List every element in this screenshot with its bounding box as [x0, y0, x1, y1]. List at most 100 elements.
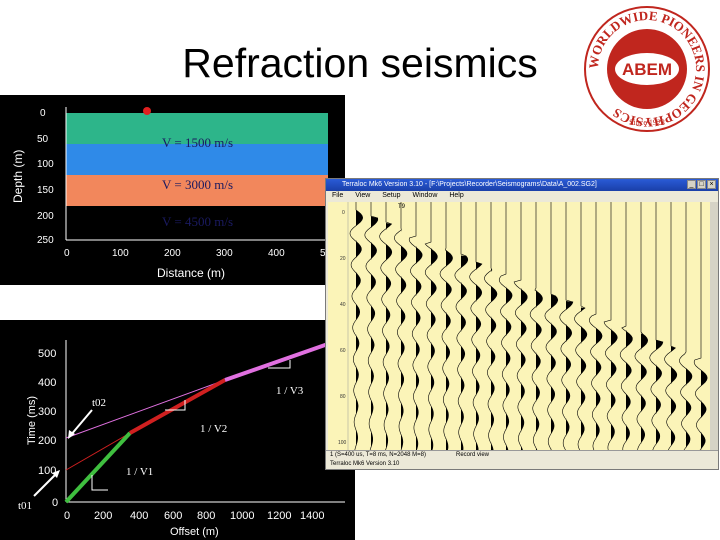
trace-line	[349, 202, 364, 451]
trace-line	[559, 202, 574, 451]
refraction-2-branch	[129, 378, 226, 435]
menu-file[interactable]: File	[332, 192, 344, 199]
seismogram-traces[interactable]: T9 0 20 40 60 80 100	[328, 202, 716, 451]
layer-3-label: V = 4500 m/s	[162, 214, 233, 229]
model-xtick-4: 400	[268, 248, 285, 259]
seis-ytick-5: 100	[338, 440, 347, 446]
trace-line	[484, 202, 498, 451]
layer-2-rect	[66, 144, 328, 175]
trace-line	[634, 202, 649, 451]
minimize-button[interactable]: _	[687, 180, 696, 189]
trace-fill	[551, 294, 558, 451]
refraction-3-extension	[65, 379, 226, 439]
trace-line	[664, 202, 678, 451]
slope-triangle-v2	[165, 400, 186, 411]
tt-xtick-5: 1000	[230, 510, 254, 522]
trace-line	[498, 202, 513, 451]
model-ytick-2: 100	[37, 159, 54, 170]
trace-fill	[491, 268, 497, 451]
seis-ytick-2: 40	[340, 302, 346, 308]
tt-ytick-1: 100	[38, 465, 56, 477]
trace-fill	[386, 223, 392, 451]
model-ytick-1: 50	[37, 134, 49, 145]
seismogram-window[interactable]: Terraloc Mk6 Version 3.10 - [F:\Projects…	[325, 178, 719, 470]
trace-line	[364, 202, 379, 451]
trace-line	[619, 202, 633, 450]
tt-ytick-0: 0	[52, 497, 58, 509]
trace-fill	[641, 333, 648, 451]
slope-triangle-v3	[268, 360, 291, 369]
maximize-button[interactable]: □	[697, 180, 706, 189]
tt-xtick-0: 0	[64, 510, 70, 522]
trace-line	[693, 202, 708, 451]
model-xtick-1: 100	[112, 248, 129, 259]
model-ylabel: Depth (m)	[11, 150, 25, 203]
menu-window[interactable]: Window	[412, 192, 438, 199]
tt-ytick-3: 300	[38, 406, 56, 418]
trace-line	[544, 202, 559, 451]
menu-bar: File View Setup Window Help	[326, 191, 718, 201]
seis-ytick-0: 0	[342, 210, 345, 216]
slope-triangle-v1	[91, 475, 108, 491]
label-v3: 1 / V3	[276, 385, 304, 397]
model-xtick-3: 300	[216, 248, 233, 259]
tt-xtick-2: 400	[130, 510, 148, 522]
label-t01: t01	[18, 500, 32, 512]
model-xtick-2: 200	[164, 248, 181, 259]
window-title-bar[interactable]: Terraloc Mk6 Version 3.10 - [F:\Projects…	[326, 179, 718, 191]
logo-since-text: Since 1923	[629, 118, 665, 127]
layer-3-rect	[66, 175, 328, 206]
label-v1: 1 / V1	[126, 466, 153, 478]
trace-line	[394, 202, 408, 451]
trace-fill	[431, 242, 438, 451]
menu-help[interactable]: Help	[449, 192, 464, 199]
seis-ytick-3: 60	[340, 348, 346, 354]
tt-ytick-2: 200	[38, 435, 56, 447]
tt-ytick-5: 500	[38, 348, 56, 360]
abem-logo: WORLDWIDE PIONEERS IN GEOPHYSICS ABEM Si…	[584, 6, 710, 132]
model-ytick-5: 250	[37, 235, 54, 246]
velocity-model-panel: V = 1500 m/s V = 3000 m/s V = 4500 m/s 0…	[0, 95, 345, 285]
seis-ytick-1: 20	[340, 256, 346, 262]
model-xlabel: Distance (m)	[157, 266, 225, 280]
trace-fill	[521, 281, 528, 451]
vertical-scrollbar[interactable]	[710, 202, 718, 451]
tt-xtick-4: 800	[197, 510, 215, 522]
trace-fill	[626, 327, 633, 451]
trace-line	[439, 202, 453, 451]
trace-line	[454, 202, 469, 451]
trace-line	[603, 202, 618, 451]
trace-line	[574, 202, 588, 451]
model-xtick-0: 0	[64, 248, 70, 259]
layer-1-label: V = 1500 m/s	[162, 135, 233, 150]
tt-xtick-6: 1200	[267, 510, 291, 522]
layer-1-rect	[66, 113, 328, 144]
status-bottom: Terraloc Mk6 Version 3.10	[330, 461, 400, 467]
trace-fill	[671, 346, 677, 451]
trace-fill	[686, 353, 692, 451]
source-marker	[143, 107, 151, 115]
trace-line	[649, 202, 664, 451]
menu-setup[interactable]: Setup	[382, 192, 401, 199]
menu-view[interactable]: View	[355, 192, 371, 199]
trace-fill	[416, 236, 423, 451]
trace-fill	[401, 229, 407, 451]
model-ytick-4: 200	[37, 211, 54, 222]
tt-xlabel: Offset (m)	[170, 526, 219, 538]
tt-ylabel: Time (ms)	[26, 396, 38, 445]
trace-fill	[581, 307, 587, 451]
slide-title: Refraction seismics	[182, 40, 538, 86]
trace-line	[588, 202, 603, 451]
tt-xtick-7: 1400	[300, 510, 324, 522]
header-label: T9	[398, 204, 406, 210]
close-button[interactable]: ×	[707, 180, 716, 189]
window-title-text: Terraloc Mk6 Version 3.10 - [F:\Projects…	[342, 181, 597, 188]
tt-xtick-3: 600	[164, 510, 182, 522]
label-t02: t02	[92, 397, 106, 409]
trace-fill	[611, 320, 618, 451]
tt-xtick-1: 200	[94, 510, 112, 522]
status-left: 1 (S=400 us, T=8 ms, N=2048 M=8)	[330, 452, 426, 458]
trace-line	[513, 202, 528, 451]
trace-fill	[656, 340, 663, 451]
model-ytick-3: 150	[37, 185, 54, 196]
